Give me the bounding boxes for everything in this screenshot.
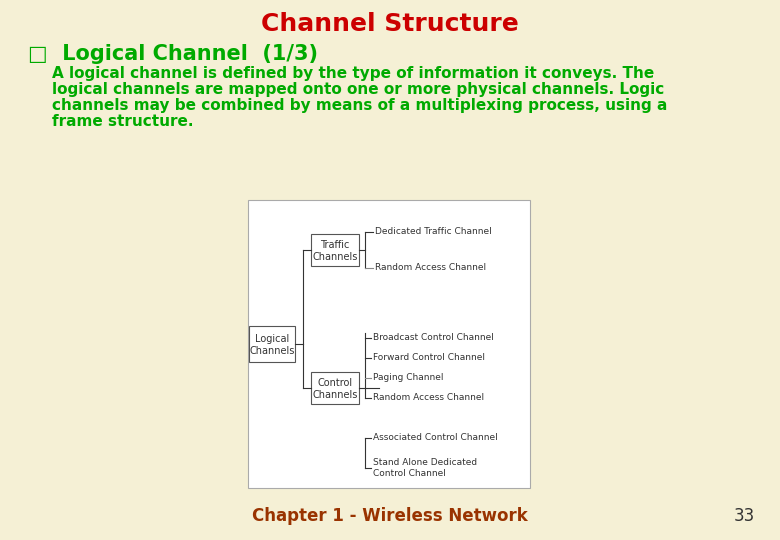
Text: Channels: Channels — [250, 346, 295, 356]
Bar — [311, 372, 359, 404]
Text: Dedicated Traffic Channel: Dedicated Traffic Channel — [375, 227, 491, 237]
Text: Traffic: Traffic — [321, 240, 349, 250]
Text: Broadcast Control Channel: Broadcast Control Channel — [373, 334, 494, 342]
Text: A logical channel is defined by the type of information it conveys. The: A logical channel is defined by the type… — [52, 66, 654, 81]
Text: Random Access Channel: Random Access Channel — [373, 394, 484, 402]
Text: Paging Channel: Paging Channel — [373, 374, 444, 382]
Bar — [248, 200, 530, 488]
Text: Stand Alone Dedicated
Control Channel: Stand Alone Dedicated Control Channel — [373, 458, 477, 478]
Text: Associated Control Channel: Associated Control Channel — [373, 434, 498, 442]
Text: Logical: Logical — [255, 334, 289, 344]
Text: Random Access Channel: Random Access Channel — [375, 264, 486, 273]
Text: channels may be combined by means of a multiplexing process, using a: channels may be combined by means of a m… — [52, 98, 668, 113]
Bar — [311, 234, 359, 266]
Text: logical channels are mapped onto one or more physical channels. Logic: logical channels are mapped onto one or … — [52, 82, 665, 97]
Text: Control: Control — [317, 378, 353, 388]
Bar — [249, 326, 295, 362]
Text: Channel Structure: Channel Structure — [261, 12, 519, 36]
Text: 33: 33 — [734, 507, 755, 525]
Text: Chapter 1 - Wireless Network: Chapter 1 - Wireless Network — [252, 507, 528, 525]
Text: □  Logical Channel  (1/3): □ Logical Channel (1/3) — [28, 44, 318, 64]
Text: Forward Control Channel: Forward Control Channel — [373, 354, 485, 362]
Text: Channels: Channels — [312, 390, 358, 400]
Text: Channels: Channels — [312, 252, 358, 262]
Text: frame structure.: frame structure. — [52, 114, 193, 129]
